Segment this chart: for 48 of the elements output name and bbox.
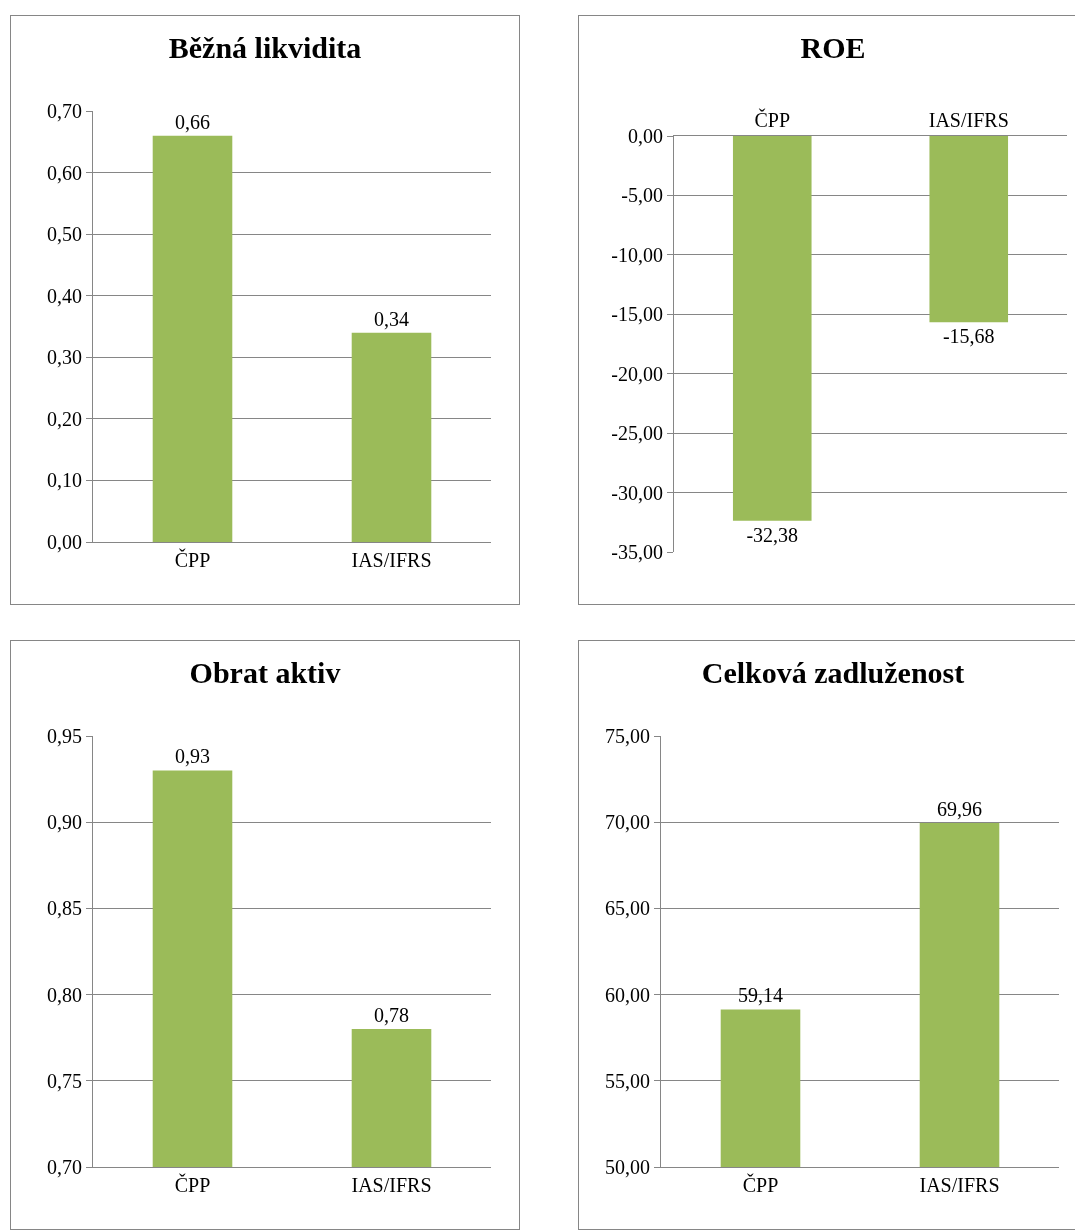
x-tick-label: ČPP <box>174 1173 211 1196</box>
y-tick-label: 0,70 <box>47 1156 82 1178</box>
y-tick-label: -5,00 <box>621 184 663 207</box>
y-tick-label: 0,00 <box>628 125 663 147</box>
chart-title: Celková zadluženost <box>701 655 965 689</box>
x-tick-label: ČPP <box>754 108 791 131</box>
y-tick-label: -15,00 <box>611 303 663 326</box>
data-label: 59,14 <box>738 984 783 1007</box>
y-tick-label: 0,60 <box>47 161 82 184</box>
y-tick-label: -10,00 <box>611 243 663 266</box>
y-tick-label: 0,95 <box>47 725 82 747</box>
y-tick-label: 0,30 <box>47 346 82 369</box>
data-label: -32,38 <box>746 523 799 546</box>
x-tick-label: ČPP <box>174 548 211 571</box>
data-label: 0,66 <box>175 110 210 133</box>
y-tick-label: 65,00 <box>605 897 650 920</box>
y-tick-label: 0,75 <box>47 1069 82 1092</box>
y-tick-label: 0,40 <box>47 284 82 307</box>
chart-title: Obrat aktiv <box>189 655 341 689</box>
data-label: 69,96 <box>937 797 982 820</box>
y-tick-label: 0,80 <box>47 983 82 1006</box>
x-tick-label: ČPP <box>742 1173 779 1196</box>
y-tick-label: 50,00 <box>605 1156 650 1178</box>
y-tick-label: -35,00 <box>611 541 663 563</box>
y-tick-label: -20,00 <box>611 362 663 385</box>
x-tick-label: IAS/IFRS <box>919 1174 1000 1196</box>
data-label: 0,78 <box>374 1004 409 1027</box>
y-tick-label: 0,50 <box>47 223 82 246</box>
x-tick-label: IAS/IFRS <box>351 549 432 571</box>
data-label: 0,34 <box>374 307 409 330</box>
y-tick-label: 0,20 <box>47 407 82 430</box>
y-tick-label: 0,10 <box>47 469 82 492</box>
y-tick-label: 0,70 <box>47 100 82 122</box>
y-tick-label: 75,00 <box>605 725 650 747</box>
chart-title: Běžná likvidita <box>168 30 362 64</box>
data-label: 0,93 <box>175 745 210 768</box>
y-tick-label: 55,00 <box>605 1069 650 1092</box>
y-tick-label: 0,90 <box>47 811 82 834</box>
chart-title: ROE <box>800 30 866 64</box>
x-tick-label: IAS/IFRS <box>351 1174 432 1196</box>
y-tick-label: 0,00 <box>47 531 82 553</box>
y-tick-label: 60,00 <box>605 983 650 1006</box>
y-tick-label: 0,85 <box>47 897 82 920</box>
data-label: -15,68 <box>942 325 995 348</box>
y-tick-label: -25,00 <box>611 422 663 445</box>
x-tick-label: IAS/IFRS <box>928 109 1009 131</box>
y-tick-label: -30,00 <box>611 481 663 504</box>
y-tick-label: 70,00 <box>605 811 650 834</box>
